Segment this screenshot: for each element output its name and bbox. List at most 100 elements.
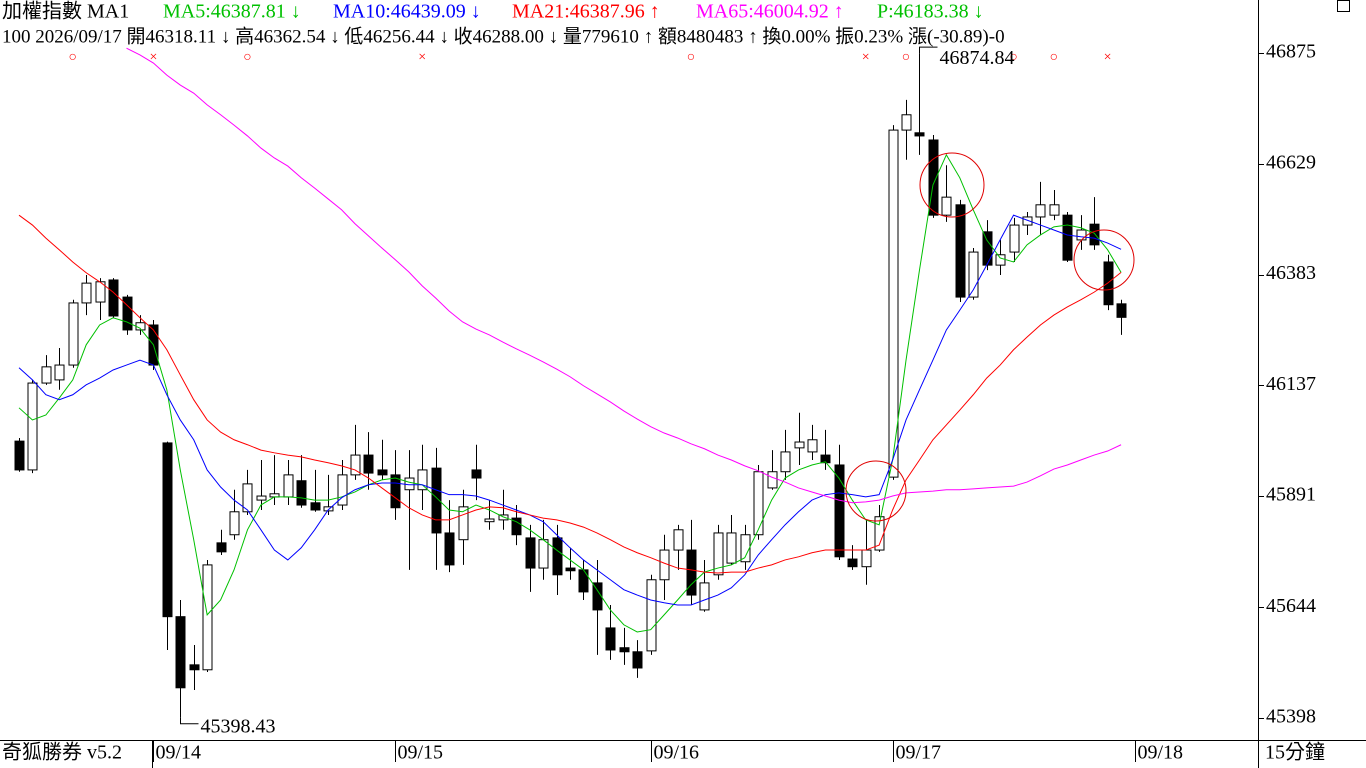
ma-line <box>18 153 1122 633</box>
y-tick-label: 46137 <box>1266 373 1316 395</box>
header-price: P:46183.38 ↓ <box>877 1 984 23</box>
candle-body <box>592 582 603 611</box>
candle-body <box>914 132 925 137</box>
candle-body <box>216 542 227 553</box>
candle-body <box>807 439 818 453</box>
signal-marker: ○ <box>243 50 251 65</box>
candle-body <box>1103 261 1114 306</box>
candle-body <box>901 114 912 131</box>
signal-marker: × <box>1104 50 1112 65</box>
highlight-circle <box>1073 229 1135 291</box>
y-tick-label: 46629 <box>1266 151 1316 173</box>
corner-icon <box>1337 0 1350 12</box>
candle-body <box>162 442 173 618</box>
candle-body <box>780 451 791 473</box>
candle-body <box>605 627 616 651</box>
y-tick-label: 45644 <box>1266 595 1316 617</box>
footer-brand: 奇狐勝券 v5.2 <box>2 741 122 764</box>
candle-body <box>941 196 952 216</box>
candle-body <box>511 517 522 536</box>
candle-body <box>242 483 253 513</box>
legend-entry: MA65:46004.92 ↑ <box>696 1 844 23</box>
y-tick-label: 45891 <box>1266 484 1316 506</box>
candle-body <box>444 532 455 566</box>
x-tick-label: 09/15 <box>398 742 444 764</box>
candle-body <box>337 474 348 506</box>
candle-body <box>377 469 388 476</box>
header: 加權指數 MA1 P:46183.38 ↓ 100 2026/09/17 開46… <box>2 0 1005 47</box>
candle-body <box>740 534 751 563</box>
y-tick-label: 45398 <box>1266 706 1316 728</box>
candle-body <box>256 495 267 501</box>
candle-body <box>404 477 415 491</box>
y-tick-label: 46875 <box>1266 41 1316 63</box>
candle-body <box>1022 216 1033 226</box>
x-tick-label: 09/16 <box>654 742 700 764</box>
legend-entry: MA21:46387.96 ↑ <box>512 1 660 23</box>
candle-body <box>471 469 482 479</box>
candle-body <box>283 474 294 498</box>
annotation-leader <box>180 717 199 725</box>
candle-body <box>458 506 469 541</box>
candle-body <box>552 537 563 576</box>
candle-body <box>122 296 133 331</box>
candle-body <box>538 539 549 569</box>
candle-body <box>1049 204 1060 216</box>
candle-body <box>834 464 845 558</box>
candle-body <box>1062 214 1073 261</box>
candle-body <box>686 549 697 596</box>
candle-body <box>202 564 213 671</box>
x-tick-label: 09/18 <box>1138 742 1184 764</box>
signal-marker: ○ <box>69 50 77 65</box>
candle-body <box>713 532 724 576</box>
chart-title: 加權指數 MA1 <box>2 0 129 23</box>
candle-body <box>189 664 200 671</box>
candle-body <box>955 204 966 298</box>
candle-body <box>632 651 643 669</box>
candle-body <box>350 454 361 476</box>
signal-marker: × <box>862 50 870 65</box>
candle-body <box>54 364 65 381</box>
candle-body <box>27 382 38 471</box>
candle-body <box>861 549 872 568</box>
candle-body <box>323 506 334 512</box>
candle-body <box>68 302 79 366</box>
candle-body <box>108 279 119 317</box>
candle-body <box>646 579 657 652</box>
highlight-circle <box>919 152 985 218</box>
y-tick-label: 46383 <box>1266 262 1316 284</box>
candle-body <box>1116 303 1127 318</box>
signal-marker: ○ <box>902 50 910 65</box>
x-tick-label: 09/14 <box>156 742 202 764</box>
candle-body <box>928 139 939 216</box>
ma-line <box>18 214 1122 574</box>
signal-marker: × <box>418 50 426 65</box>
candle-body <box>390 474 401 509</box>
candle-body <box>417 469 428 491</box>
annotation-high: 46874.84 <box>940 47 1015 69</box>
candle-body <box>726 532 737 564</box>
annotation-leader <box>919 46 938 54</box>
candle-body <box>310 502 321 511</box>
candle-body <box>888 129 899 478</box>
signal-marker: ○ <box>687 50 695 65</box>
candle-body <box>673 529 684 551</box>
candle-body <box>699 582 710 611</box>
candle-body <box>484 518 495 523</box>
candle-body <box>820 454 831 464</box>
candle-body <box>1076 229 1087 241</box>
annotation-low: 45398.43 <box>201 715 276 737</box>
candle-body <box>794 441 805 449</box>
signal-marker: ○ <box>1009 50 1017 65</box>
highlight-circle <box>845 460 907 522</box>
signal-marker: × <box>149 50 157 65</box>
candle-body <box>767 471 778 489</box>
ma-line <box>126 47 1122 504</box>
candle-body <box>995 254 1006 266</box>
legend-entry: MA10:46439.09 ↓ <box>333 1 481 23</box>
candle-body <box>81 282 92 304</box>
ma-line <box>18 214 1122 606</box>
candle-body <box>431 467 442 534</box>
